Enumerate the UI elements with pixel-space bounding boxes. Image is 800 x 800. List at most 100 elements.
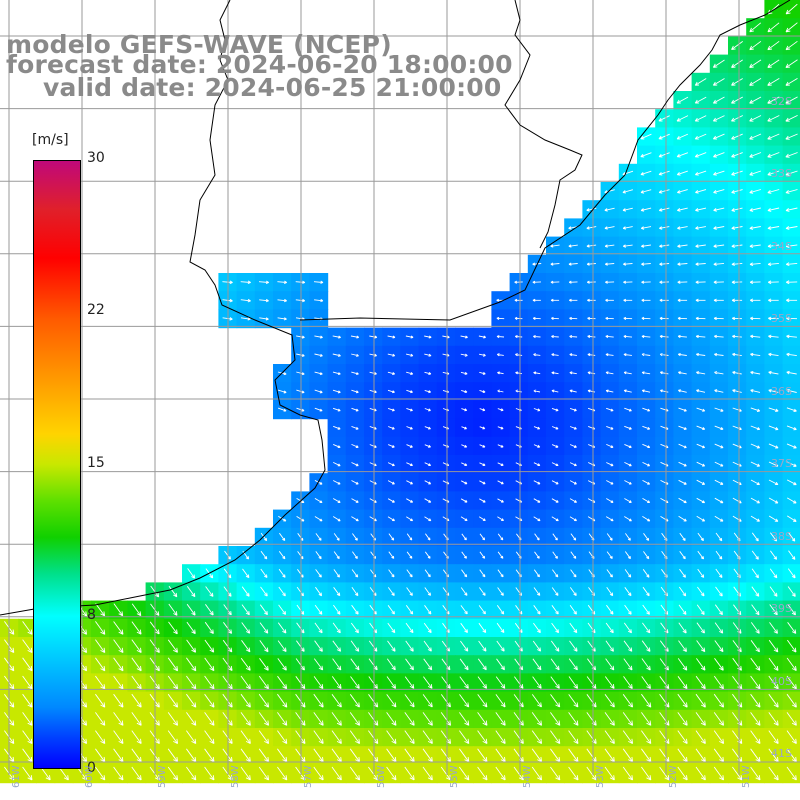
- wind-arrow: [624, 551, 631, 560]
- wind-arrow: [642, 604, 650, 615]
- wind-arrow: [277, 712, 288, 726]
- lon-label-51w: 51W: [741, 765, 752, 788]
- wind-arrow: [622, 712, 634, 726]
- wind-arrow: [568, 748, 579, 763]
- lat-label-40s: 40S: [771, 675, 792, 688]
- wind-arrow: [260, 568, 268, 578]
- wind-arrow: [349, 694, 360, 708]
- wind-arrow: [95, 712, 106, 726]
- wind-arrow: [186, 766, 197, 781]
- wind-arrow: [623, 676, 633, 689]
- wind-arrow: [259, 298, 269, 303]
- wind-arrow: [479, 353, 486, 357]
- wind-arrow: [641, 693, 652, 708]
- wind-arrow: [240, 730, 251, 745]
- wind-arrow: [713, 748, 725, 763]
- wind-arrow: [497, 371, 504, 375]
- wind-arrow: [605, 371, 614, 375]
- wind-arrow: [786, 425, 797, 431]
- wind-arrow: [550, 694, 561, 708]
- wind-arrow: [460, 371, 468, 375]
- wind-arrow: [461, 569, 468, 578]
- wind-arrow: [424, 444, 431, 448]
- wind-arrow: [95, 675, 106, 690]
- wind-arrow: [386, 694, 397, 708]
- wind-arrow: [714, 497, 724, 504]
- wind-arrow: [696, 407, 706, 412]
- wind-arrow: [531, 748, 543, 763]
- wind-arrow: [22, 621, 33, 635]
- wind-arrow: [695, 730, 706, 745]
- wind-arrow: [315, 533, 322, 541]
- wind-arrow: [279, 532, 286, 542]
- wind-arrow: [659, 353, 669, 357]
- wind-arrow: [569, 516, 577, 522]
- wind-arrow: [642, 569, 650, 578]
- wind-arrow: [658, 207, 670, 212]
- wind-arrow: [313, 693, 324, 708]
- wind-arrow: [769, 622, 778, 634]
- wind-arrow: [424, 516, 432, 522]
- wind-arrow: [570, 569, 577, 578]
- wind-arrow: [696, 622, 705, 634]
- wind-arrow: [678, 604, 687, 615]
- wind-arrow: [622, 748, 634, 763]
- wind-arrow: [186, 586, 196, 598]
- wind-arrow: [387, 389, 395, 394]
- wind-arrow: [333, 461, 341, 467]
- wind-arrow: [478, 622, 487, 633]
- wind-arrow: [186, 603, 196, 616]
- wind-arrow: [404, 676, 415, 689]
- wind-arrow: [551, 316, 559, 320]
- wind-arrow: [350, 658, 360, 671]
- wind-arrow: [424, 389, 432, 394]
- wind-arrow: [785, 78, 798, 86]
- wind-arrow: [551, 605, 559, 615]
- wind-arrow: [479, 498, 486, 503]
- wind-arrow: [749, 96, 762, 104]
- wind-arrow: [604, 694, 615, 708]
- wind-arrow: [659, 280, 670, 284]
- lon-label-57w: 57W: [303, 765, 314, 788]
- wind-arrow: [168, 585, 178, 598]
- wind-arrow: [605, 298, 614, 302]
- wind-arrow: [277, 675, 288, 690]
- wind-arrow: [186, 748, 197, 763]
- wind-arrow: [712, 96, 725, 104]
- wind-arrow: [405, 640, 414, 652]
- wind-arrow: [424, 605, 432, 615]
- wind-arrow: [568, 730, 579, 745]
- wind-arrow: [641, 334, 651, 339]
- wind-arrow: [641, 262, 651, 266]
- wind-arrow: [786, 352, 797, 357]
- wind-arrow: [514, 334, 523, 339]
- wind-arrow: [477, 712, 488, 726]
- wind-arrow: [676, 189, 688, 194]
- wind-arrow: [624, 461, 632, 467]
- wind-arrow: [642, 516, 651, 522]
- wind-arrow: [351, 480, 359, 485]
- wind-arrow: [495, 766, 506, 781]
- wind-arrow: [642, 622, 651, 634]
- wind-arrow: [532, 658, 542, 671]
- wind-arrow: [332, 389, 341, 394]
- wind-arrow: [694, 96, 707, 104]
- wind-arrow: [641, 280, 651, 284]
- wind-arrow: [551, 462, 559, 467]
- forecast-date: forecast date: 2024-06-20 18:00:00: [6, 50, 513, 79]
- wind-arrow: [204, 712, 215, 726]
- wind-arrow: [696, 425, 706, 431]
- wind-arrow: [587, 371, 596, 375]
- wind-arrow: [497, 551, 504, 559]
- wind-arrow: [640, 226, 652, 230]
- wind-arrow: [749, 78, 762, 86]
- wind-arrow: [768, 748, 779, 763]
- wind-arrow: [241, 640, 251, 653]
- wind-arrow: [569, 371, 577, 375]
- wind-arrow: [313, 280, 324, 284]
- wind-arrow: [694, 133, 707, 140]
- wind-arrow: [277, 640, 287, 653]
- wind-arrow: [295, 766, 306, 781]
- wind-arrow: [659, 766, 670, 781]
- wind-arrow: [532, 298, 541, 302]
